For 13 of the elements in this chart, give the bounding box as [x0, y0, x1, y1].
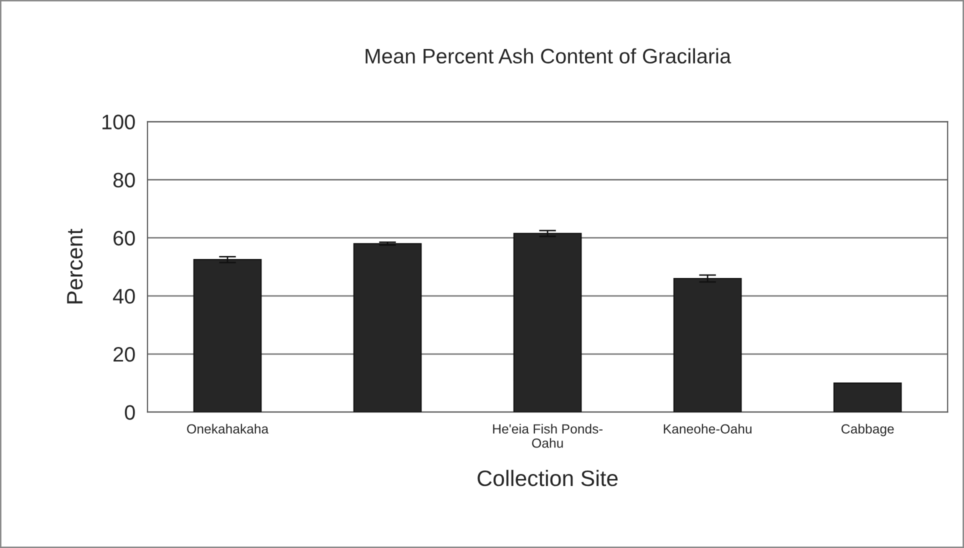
x-tick-label: Cabbage [841, 424, 894, 436]
x-tick-label: He'eia Fish Ponds- Oahu [493, 424, 602, 448]
y-tick-label: 80 [113, 172, 135, 188]
x-axis-title: Collection Site [478, 470, 618, 486]
y-tick-label: 60 [114, 230, 135, 246]
y-tick-label: 20 [114, 347, 135, 362]
x-tick-label: Onekahakaha [187, 424, 269, 434]
y-tick-label: 100 [102, 114, 135, 130]
x-tick-label: Kaneohe-Oahu [664, 424, 752, 434]
y-tick-label: 40 [112, 288, 135, 304]
y-tick-label: 0 [124, 405, 135, 420]
chart-title: Mean Percent Ash Content of Gracilaria [366, 48, 732, 64]
y-axis-title: Percent [67, 228, 83, 304]
